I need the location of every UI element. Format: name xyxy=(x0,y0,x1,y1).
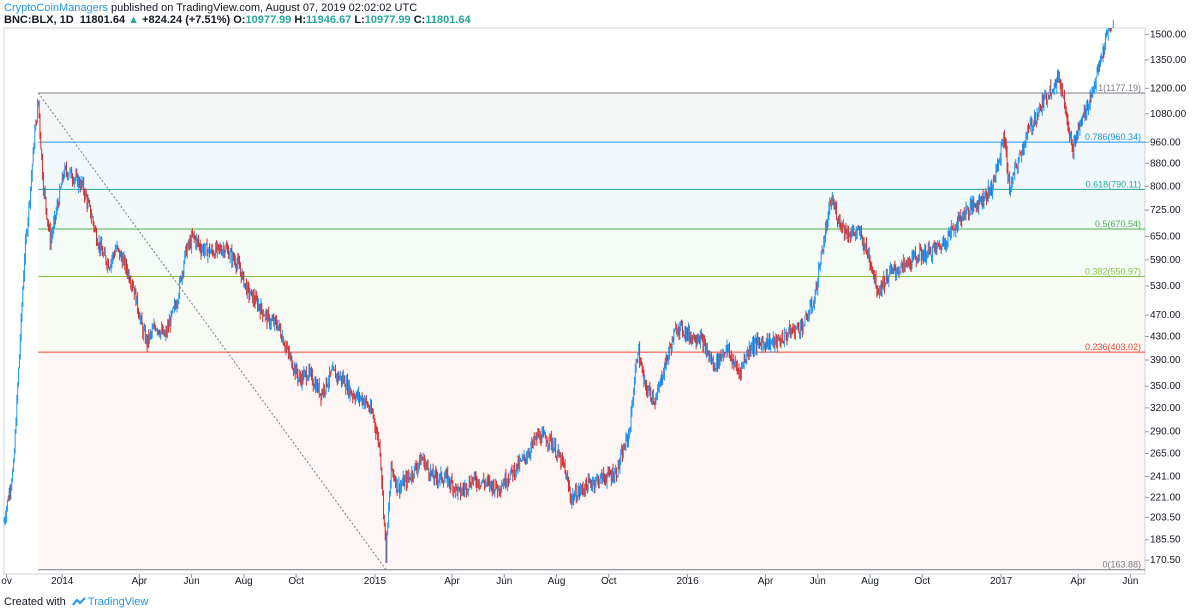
y-tick-label: 221.00 xyxy=(1150,492,1181,503)
y-tick-label: 800.00 xyxy=(1150,181,1181,192)
price-series xyxy=(3,19,1114,563)
fib-label: 1(1177.19) xyxy=(1098,83,1141,93)
fib-label: 0.786(960.34) xyxy=(1085,132,1141,142)
x-tick-label: Jun xyxy=(810,576,826,587)
y-tick-label: 265.00 xyxy=(1150,449,1181,460)
y-tick-label: 530.00 xyxy=(1150,281,1181,292)
x-tick-label: 2014 xyxy=(51,576,74,587)
x-tick-label: Jun xyxy=(496,576,512,587)
price-axis[interactable]: 1500.00 1350.00 1200.00 1080.00 960.00 880.00… xyxy=(1145,29,1187,566)
x-tick-label: Jun xyxy=(1122,576,1138,587)
y-tick-label: 185.50 xyxy=(1150,535,1181,546)
x-tick-label: Apr xyxy=(132,576,148,587)
y-tick-label: 290.00 xyxy=(1150,427,1181,438)
y-tick-label: 650.00 xyxy=(1150,232,1181,243)
high-label: H: xyxy=(294,14,307,26)
y-tick-label: 960.00 xyxy=(1150,137,1181,148)
fib-label: 0(163.88) xyxy=(1102,560,1141,570)
fib-label: 0.5(670.54) xyxy=(1095,219,1141,229)
x-tick-label: Aug xyxy=(235,576,253,587)
created-with: Created with TradingView xyxy=(4,596,148,609)
y-tick-label: 390.00 xyxy=(1150,355,1181,366)
y-tick-label: 1500.00 xyxy=(1150,29,1187,40)
last-price: 11801.64 xyxy=(79,14,126,26)
fib-fills xyxy=(38,92,1145,570)
x-tick-label: Jun xyxy=(184,576,200,587)
fib-zone-0.382 xyxy=(38,276,1145,353)
y-tick-label: 590.00 xyxy=(1150,255,1181,266)
price-change: +824.24 (+7.51%) xyxy=(142,14,231,26)
created-label: Created with xyxy=(4,596,66,608)
close-label: C: xyxy=(413,14,426,26)
up-arrow-icon: ▲ xyxy=(128,14,140,26)
x-tick-label: Oct xyxy=(915,576,931,587)
y-tick-label: 470.00 xyxy=(1150,310,1181,321)
x-tick-label: Oct xyxy=(288,576,304,587)
author-link[interactable]: CryptoCoinManagers xyxy=(4,2,108,14)
close-value: 11801.64 xyxy=(425,14,471,26)
y-tick-label: 880.00 xyxy=(1150,158,1181,169)
open-value: 10977.99 xyxy=(245,14,292,26)
y-tick-label: 1080.00 xyxy=(1150,109,1187,120)
fib-label: 0.236(403.02) xyxy=(1085,342,1141,352)
y-tick-label: 430.00 xyxy=(1150,331,1181,342)
y-tick-label: 350.00 xyxy=(1150,381,1181,392)
published-text: published on TradingView.com, August 07,… xyxy=(111,2,418,14)
time-axis[interactable]: ov 2014 Apr Jun Aug Oct 2015 Apr Jun Aug Oct 2016 Ap… xyxy=(1,574,1139,587)
x-tick-label: Apr xyxy=(758,576,774,587)
symbol-ohlc-line: BNC:BLX, 1D 11801.64 ▲ +824.24 (+7.51%) … xyxy=(4,14,471,27)
symbol-label: BNC:BLX, 1D xyxy=(4,14,74,26)
open-label: O: xyxy=(233,14,246,26)
y-tick-label: 170.50 xyxy=(1150,555,1181,566)
plot-area-border xyxy=(3,27,1146,575)
y-tick-label: 1200.00 xyxy=(1150,83,1187,94)
high-value: 11946.67 xyxy=(306,14,352,26)
fib-zone-1 xyxy=(38,92,1145,143)
fib-label: 0.382(550.97) xyxy=(1085,267,1141,277)
x-tick-label: 2016 xyxy=(676,576,699,587)
x-tick-label: Apr xyxy=(444,576,460,587)
x-tick-label: 2017 xyxy=(990,576,1013,587)
fib-label: 0.618(790.11) xyxy=(1086,179,1141,189)
low-label: L: xyxy=(354,14,365,26)
x-tick-label: Aug xyxy=(861,576,879,587)
y-tick-label: 1350.00 xyxy=(1150,55,1187,66)
x-tick-label: Aug xyxy=(548,576,566,587)
y-tick-label: 203.50 xyxy=(1150,512,1181,523)
y-tick-label: 241.00 xyxy=(1150,471,1181,482)
fib-retracement[interactable]: 1(1177.19) 0.786(960.34) 0.618(790.11) 0.5(… xyxy=(37,83,1145,571)
low-value: 10977.99 xyxy=(364,14,411,26)
y-tick-label: 725.00 xyxy=(1150,205,1181,216)
y-tick-label: 320.00 xyxy=(1150,403,1181,414)
tradingview-logo-icon xyxy=(72,597,86,606)
x-tick-label: 2015 xyxy=(364,576,387,587)
fib-zone-0.786 xyxy=(38,142,1145,190)
tradingview-brand[interactable]: TradingView xyxy=(87,596,149,608)
publication-info: CryptoCoinManagers published on TradingV… xyxy=(4,2,417,15)
x-tick-label: Apr xyxy=(1070,576,1086,587)
x-tick-label: Oct xyxy=(601,576,617,587)
fib-zone-0.236 xyxy=(38,352,1145,570)
x-tick-label: ov xyxy=(1,576,12,587)
